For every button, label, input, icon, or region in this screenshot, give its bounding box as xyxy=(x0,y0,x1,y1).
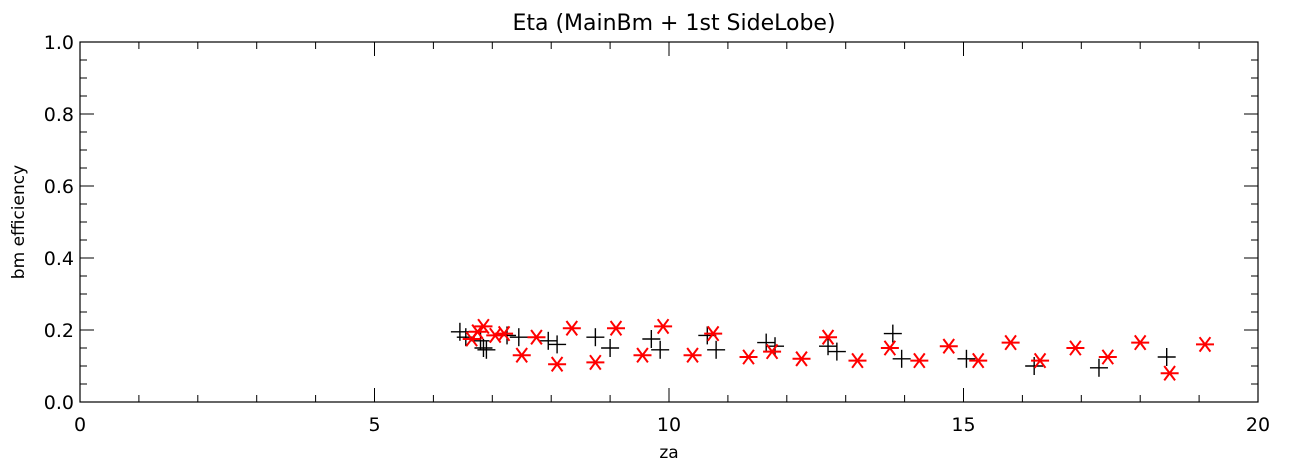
asterisk-point xyxy=(586,354,605,371)
plus-point xyxy=(474,339,493,357)
x-tick-label: 20 xyxy=(1246,414,1270,436)
y-axis-label: bm efficiency xyxy=(9,165,29,279)
x-tick-label: 0 xyxy=(74,414,86,436)
plus-point xyxy=(1089,358,1108,377)
chart-title: Eta (MainBm + 1st SideLobe) xyxy=(512,11,835,36)
asterisk-point xyxy=(654,318,673,335)
plus-point xyxy=(651,340,670,359)
asterisk-point xyxy=(633,347,652,363)
x-tick-label: 15 xyxy=(951,414,975,436)
asterisk-point xyxy=(819,329,838,345)
asterisk-point xyxy=(495,325,514,342)
x-tick-label: 5 xyxy=(368,414,380,436)
asterisk-point xyxy=(848,352,867,369)
asterisk-point xyxy=(474,318,493,335)
asterisk-point xyxy=(1001,334,1020,351)
plus-point xyxy=(707,340,726,359)
asterisk-point xyxy=(704,325,723,342)
plus-point xyxy=(642,330,661,348)
plus-point xyxy=(819,337,838,356)
x-axis-label: za xyxy=(659,443,678,463)
plus-point xyxy=(477,340,496,359)
asterisk-point xyxy=(512,347,531,363)
plus-point xyxy=(548,335,567,354)
asterisk-point xyxy=(1031,352,1050,369)
axis-ticks xyxy=(79,41,1259,403)
asterisk-point xyxy=(683,347,702,363)
asterisk-point xyxy=(1160,365,1179,381)
y-tick-label: 0.6 xyxy=(44,176,74,198)
tick-labels: 0 5 10 15 20 0.0 0.2 0.4 0.6 0.8 1.0 xyxy=(44,32,1270,436)
asterisk-point xyxy=(1131,334,1150,351)
plus-point xyxy=(757,333,776,352)
y-tick-label: 0.2 xyxy=(44,320,74,342)
plus-point xyxy=(1157,348,1176,366)
asterisk-point xyxy=(1098,349,1117,365)
y-tick-label: 0.0 xyxy=(44,392,74,414)
asterisk-point xyxy=(606,320,625,336)
asterisk-point xyxy=(548,356,567,372)
asterisk-point xyxy=(763,343,782,360)
y-tick-label: 0.4 xyxy=(44,248,74,270)
asterisk-point xyxy=(910,352,929,369)
asterisk-point xyxy=(792,351,811,367)
plus-point xyxy=(892,349,911,368)
plus-point xyxy=(957,349,976,368)
asterisk-point xyxy=(969,352,988,369)
plus-point xyxy=(827,342,846,361)
plus-point xyxy=(601,339,620,357)
plus-point xyxy=(509,328,528,347)
asterisk-point xyxy=(739,349,758,365)
y-tick-label: 0.8 xyxy=(44,104,74,126)
plus-point xyxy=(539,331,558,350)
plus-point xyxy=(586,328,605,347)
asterisk-point xyxy=(527,329,546,345)
asterisk-point xyxy=(1066,340,1085,356)
asterisk-point xyxy=(1195,336,1214,353)
asterisk-point xyxy=(880,340,899,356)
data-points xyxy=(450,318,1214,381)
plus-point xyxy=(883,324,902,343)
y-tick-label: 1.0 xyxy=(44,32,74,54)
asterisk-point xyxy=(562,320,581,336)
asterisk-point xyxy=(939,338,958,354)
x-tick-label: 10 xyxy=(657,414,681,436)
